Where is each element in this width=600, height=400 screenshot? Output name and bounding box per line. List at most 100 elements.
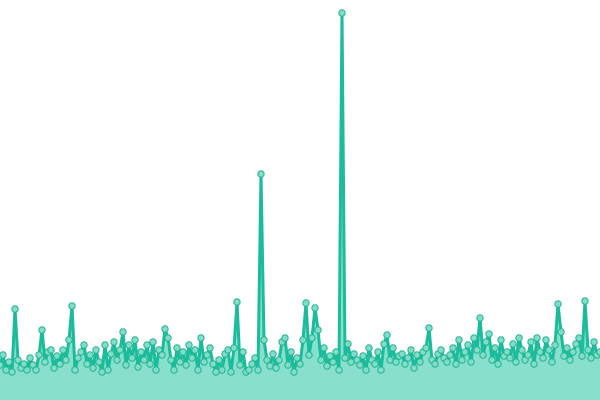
- series-line: [0, 11, 600, 374]
- data-point: [47, 346, 55, 354]
- data-point: [275, 356, 283, 364]
- data-point: [80, 341, 88, 349]
- data-markers: [0, 9, 600, 376]
- data-point: [404, 354, 412, 362]
- data-point: [290, 368, 298, 376]
- data-point: [563, 344, 571, 352]
- data-point: [269, 350, 277, 358]
- data-point: [143, 341, 151, 349]
- data-point: [443, 358, 451, 366]
- data-point: [452, 360, 460, 368]
- data-point: [344, 340, 352, 348]
- data-point: [383, 331, 391, 339]
- data-point: [149, 338, 157, 346]
- data-point: [137, 348, 145, 356]
- data-point: [263, 356, 271, 364]
- data-point: [68, 302, 76, 310]
- data-point: [266, 362, 274, 370]
- data-point: [65, 336, 73, 344]
- data-point: [512, 358, 520, 366]
- data-point: [158, 351, 166, 359]
- data-point: [83, 360, 91, 368]
- data-point: [5, 358, 13, 366]
- data-point: [251, 354, 259, 362]
- data-point: [182, 361, 190, 369]
- data-point: [95, 358, 103, 366]
- data-point: [62, 356, 70, 364]
- data-point: [509, 340, 517, 348]
- data-point: [14, 356, 22, 364]
- data-point: [164, 334, 172, 342]
- data-point: [389, 344, 397, 352]
- data-point: [110, 338, 118, 346]
- data-point: [578, 352, 586, 360]
- data-point: [167, 356, 175, 364]
- data-point: [248, 360, 256, 368]
- data-point: [455, 336, 463, 344]
- data-point: [116, 346, 124, 354]
- data-point: [215, 356, 223, 364]
- data-point: [146, 360, 154, 368]
- data-point: [332, 348, 340, 356]
- data-point: [218, 366, 226, 374]
- data-point: [479, 351, 487, 359]
- data-point: [119, 328, 127, 336]
- data-point: [233, 298, 241, 306]
- data-point: [197, 334, 205, 342]
- data-point: [77, 348, 85, 356]
- data-point: [152, 366, 160, 374]
- data-point: [359, 352, 367, 360]
- data-point: [545, 346, 553, 354]
- data-point: [0, 351, 7, 359]
- data-point: [122, 361, 130, 369]
- data-point: [326, 352, 334, 360]
- data-point: [101, 341, 109, 349]
- data-point: [188, 354, 196, 362]
- data-point: [323, 362, 331, 370]
- data-point: [560, 352, 568, 360]
- data-point: [380, 340, 388, 348]
- data-point: [191, 346, 199, 354]
- data-point: [56, 360, 64, 368]
- data-point: [476, 314, 484, 322]
- data-point: [260, 336, 268, 344]
- data-point: [212, 368, 220, 376]
- data-point: [482, 338, 490, 346]
- data-point: [464, 341, 472, 349]
- data-point: [302, 299, 310, 307]
- data-point: [386, 356, 394, 364]
- data-point: [284, 361, 292, 369]
- data-point: [200, 358, 208, 366]
- data-point: [566, 356, 574, 364]
- data-point: [377, 366, 385, 374]
- data-point: [557, 328, 565, 336]
- data-point: [209, 360, 217, 368]
- data-point: [53, 352, 61, 360]
- data-point: [107, 350, 115, 358]
- data-point: [206, 344, 214, 352]
- data-point: [131, 336, 139, 344]
- data-point: [551, 341, 559, 349]
- data-point: [407, 346, 415, 354]
- data-point: [539, 354, 547, 362]
- data-point: [11, 305, 19, 313]
- data-point: [254, 366, 262, 374]
- data-point: [272, 364, 280, 372]
- data-point: [32, 366, 40, 374]
- data-point: [173, 344, 181, 352]
- data-point: [92, 346, 100, 354]
- data-point: [2, 366, 10, 374]
- data-point: [185, 341, 193, 349]
- data-point: [530, 360, 538, 368]
- data-point: [170, 366, 178, 374]
- data-point: [548, 358, 556, 366]
- data-point: [401, 360, 409, 368]
- data-point: [470, 334, 478, 342]
- data-point: [575, 334, 583, 342]
- data-point: [0, 361, 4, 369]
- data-point: [392, 358, 400, 366]
- data-point: [335, 366, 343, 374]
- data-point: [467, 358, 475, 366]
- data-point: [71, 366, 79, 374]
- data-point: [308, 334, 316, 342]
